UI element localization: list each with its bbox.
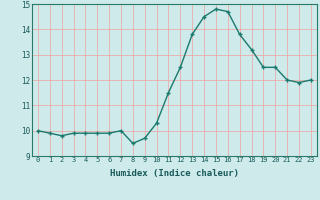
- X-axis label: Humidex (Indice chaleur): Humidex (Indice chaleur): [110, 169, 239, 178]
